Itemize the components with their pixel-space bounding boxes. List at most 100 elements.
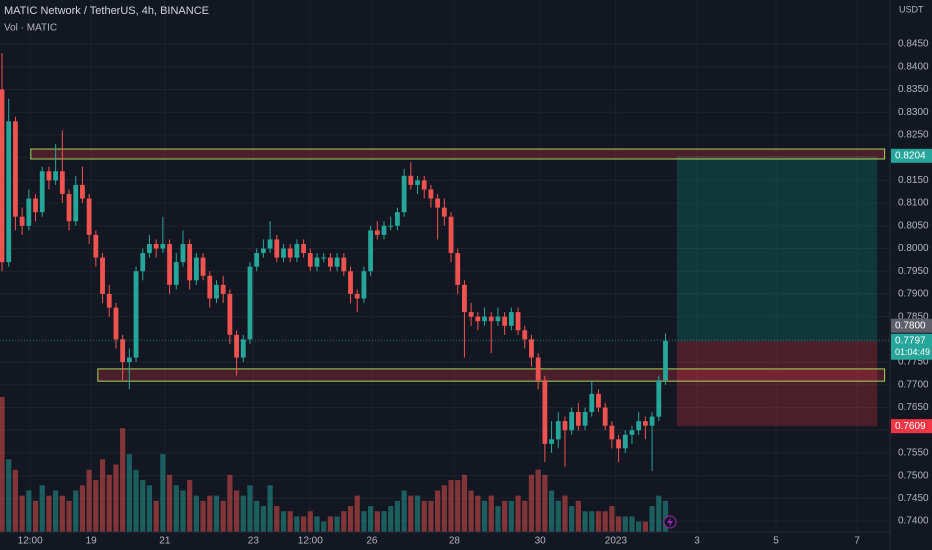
volume-bar [649, 506, 655, 532]
volume-bar [213, 495, 220, 532]
volume-bar [187, 480, 193, 532]
x-tick-label: 23 [248, 536, 260, 547]
candle-body [26, 198, 32, 226]
volume-bar [300, 516, 307, 532]
candle-body [482, 316, 487, 322]
y-tick-label: 0.7750 [898, 357, 929, 368]
candle-body [187, 243, 193, 281]
volume-bar [421, 500, 427, 532]
y-tick-label: 0.7900 [898, 289, 929, 300]
candle-body [549, 439, 554, 444]
candle-body [33, 198, 38, 213]
volume-bar [6, 459, 12, 532]
chart-title: MATIC Network / TetherUS, 4h, BINANCE [4, 5, 209, 17]
volume-bar [260, 506, 266, 532]
stop-area [676, 340, 878, 427]
candle-body [529, 339, 534, 358]
volume-bar [180, 490, 186, 532]
candle-body [140, 253, 146, 272]
volume-bar [86, 469, 92, 532]
y-tick-label: 0.8400 [898, 61, 929, 72]
countdown: 01:04:49 [895, 347, 930, 357]
candle-body [368, 230, 374, 272]
x-tick-label: 30 [535, 536, 547, 547]
volume-bar [341, 511, 347, 532]
candle-body [100, 257, 105, 294]
volume-bar [656, 495, 662, 532]
volume-bar [455, 480, 461, 532]
volume-bar [207, 495, 213, 532]
y-tick-label: 0.8250 [898, 130, 929, 141]
volume-bar [146, 485, 153, 532]
price-tag [891, 333, 932, 360]
plot [0, 53, 890, 532]
candle-body [180, 243, 186, 263]
x-tick-label: 12:00 [18, 536, 43, 547]
price-tag-label: 0.8204 [895, 150, 926, 161]
volume-bar [200, 500, 206, 532]
volume-bar [66, 500, 72, 532]
price-tag-label: 0.7609 [895, 421, 926, 432]
volume-bar [595, 511, 602, 532]
price-tag-label: 0.7797 [895, 335, 926, 346]
candle-body [388, 225, 394, 227]
volume-bar [569, 506, 575, 532]
candle-body [642, 421, 648, 426]
candle-body [535, 357, 541, 381]
candle-body [147, 243, 152, 254]
price-tag [891, 148, 932, 163]
candle-body [39, 171, 45, 213]
candle-body [160, 243, 166, 249]
candle-body [19, 216, 25, 226]
y-tick-label: 0.7400 [898, 516, 929, 527]
candle-body [656, 380, 662, 417]
candle-body [327, 257, 333, 267]
candle-body [395, 212, 400, 226]
volume-bar [334, 516, 340, 532]
volume-bar [274, 506, 280, 532]
candle-body [173, 262, 179, 285]
volume-label: Vol · MATIC [4, 23, 57, 34]
volume-bar [240, 495, 246, 532]
price-tag [891, 419, 932, 434]
candle-body [220, 284, 226, 294]
volume-bar [441, 485, 447, 532]
axes: 0.84500.84000.83500.83000.82500.82000.81… [18, 39, 932, 547]
volume-bar [622, 516, 628, 532]
y-tick-label: 0.7650 [898, 402, 929, 413]
x-tick-label: 12:00 [298, 536, 323, 547]
y-tick-label: 0.8050 [898, 220, 929, 231]
candle-body [569, 412, 575, 431]
candle-body [455, 253, 461, 285]
volume-bar [354, 495, 360, 532]
candle-body [13, 121, 18, 217]
price-tag-label: 0.7800 [895, 320, 926, 331]
candle-body [381, 225, 387, 235]
volume-bar [488, 495, 494, 532]
candle-body [93, 234, 99, 258]
volume-bar [247, 485, 253, 532]
candle-body [53, 171, 59, 181]
volume-bar [0, 397, 5, 532]
candle-body [46, 171, 52, 181]
x-tick-label: 19 [86, 536, 98, 547]
volume-bar [26, 490, 32, 532]
volume-bar [280, 511, 287, 532]
candle-body [448, 216, 454, 254]
volume-bar [636, 521, 642, 532]
candle-body [609, 425, 615, 440]
candle-body [629, 430, 635, 435]
volume-bar [233, 490, 240, 532]
candle-body [562, 421, 568, 431]
y-tick-label: 0.7450 [898, 493, 929, 504]
candle-body [488, 316, 494, 322]
x-tick-label: 28 [449, 536, 461, 547]
volume-bar [113, 464, 119, 532]
candle-body [401, 175, 407, 213]
volume-bar [394, 500, 401, 532]
volume-bar [515, 495, 521, 532]
candle-body [596, 393, 601, 408]
volume-bar [642, 521, 648, 532]
x-tick-label: 5 [773, 536, 779, 547]
volume-bar [475, 495, 481, 532]
